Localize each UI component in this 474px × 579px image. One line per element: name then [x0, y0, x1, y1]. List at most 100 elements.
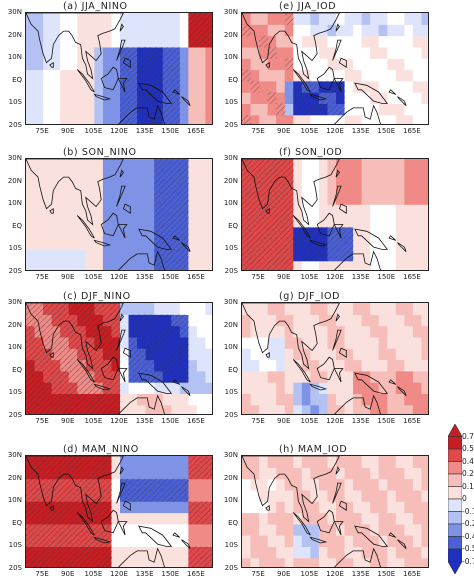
field-cell	[353, 535, 363, 547]
longitude-label: 120E	[110, 127, 128, 135]
significance-hatch	[111, 336, 121, 349]
field-cell	[77, 260, 87, 270]
field-cell	[111, 535, 121, 547]
field-cell	[378, 181, 388, 194]
significance-hatch	[26, 456, 36, 468]
significance-hatch	[77, 546, 87, 559]
significance-hatch	[267, 46, 277, 59]
coastline	[49, 351, 54, 358]
field-cell	[26, 238, 36, 250]
field-cell	[43, 103, 53, 116]
field-cell	[395, 370, 405, 383]
latitude-label: 20S	[8, 564, 22, 572]
colorbar	[447, 423, 463, 578]
field-cell	[318, 501, 329, 514]
field-cell	[205, 314, 212, 327]
field-cell	[412, 13, 423, 25]
significance-hatch	[145, 359, 155, 372]
field-cell	[111, 181, 121, 194]
significance-hatch	[179, 159, 189, 171]
field-cell	[68, 24, 78, 37]
field-cell	[128, 13, 138, 25]
significance-hatch	[162, 114, 172, 124]
significance-hatch	[293, 80, 303, 93]
significance-hatch	[137, 489, 147, 502]
field-cell	[395, 58, 405, 71]
colorbar-segment	[447, 486, 463, 500]
significance-hatch	[94, 456, 104, 468]
latitude-label: 30N	[223, 154, 238, 162]
significance-hatch	[145, 325, 155, 338]
field-cell	[51, 249, 61, 262]
field-cell	[293, 24, 303, 37]
latitude-label: 20N	[223, 473, 238, 482]
field-cell	[111, 546, 121, 559]
latitude-label: 30N	[7, 154, 22, 162]
field-cell	[353, 24, 363, 37]
field-cell	[145, 13, 155, 25]
field-cell	[361, 114, 371, 124]
significance-hatch	[137, 314, 147, 327]
field-cell	[370, 359, 380, 372]
significance-hatch	[259, 35, 269, 48]
longitude-label: 150E	[377, 570, 396, 578]
field-cell	[421, 557, 428, 567]
field-cell	[387, 359, 397, 372]
field-cell	[336, 382, 346, 394]
field-cell	[43, 238, 53, 250]
field-cell	[111, 114, 121, 124]
field-cell	[154, 13, 164, 25]
significance-hatch	[26, 393, 36, 406]
field-cell	[267, 535, 277, 547]
field-cell	[404, 159, 414, 171]
field-cell	[171, 35, 181, 48]
significance-hatch	[242, 215, 252, 228]
field-cell	[60, 103, 70, 116]
field-cell	[395, 546, 405, 559]
field-cell	[188, 314, 198, 327]
field-cell	[179, 303, 189, 315]
latitude-label: 10N	[7, 199, 22, 208]
field-cell	[361, 348, 371, 361]
field-cell	[318, 13, 329, 25]
field-cell	[361, 170, 371, 183]
significance-hatch	[51, 370, 61, 383]
significance-hatch	[102, 325, 113, 338]
field-cell	[421, 260, 428, 270]
field-cell	[250, 114, 260, 124]
field-cell	[387, 260, 397, 270]
longitude-label: 135E	[135, 273, 154, 281]
field-cell	[259, 557, 269, 567]
field-cell	[327, 24, 337, 37]
longitude-label: 165E	[187, 570, 205, 578]
field-cell	[353, 546, 363, 559]
field-cell	[301, 467, 311, 480]
field-cell	[85, 170, 95, 183]
field-cell	[353, 181, 363, 194]
coastline	[338, 500, 347, 511]
field-cell	[378, 467, 388, 480]
significance-hatch	[34, 303, 44, 315]
field-cell	[26, 69, 36, 82]
significance-hatch	[51, 393, 61, 406]
field-cell	[353, 467, 363, 480]
significance-hatch	[162, 159, 172, 171]
field-cell	[327, 478, 337, 491]
coastline	[316, 509, 335, 534]
field-cell	[111, 192, 121, 205]
significance-hatch	[94, 359, 104, 372]
field-cell	[145, 546, 155, 559]
field-cell	[179, 512, 189, 525]
field-cell	[370, 512, 380, 525]
significance-hatch	[196, 35, 207, 48]
significance-hatch	[171, 478, 181, 491]
significance-hatch	[267, 249, 277, 262]
significance-hatch	[344, 226, 354, 239]
longitude-label: 75E	[251, 127, 265, 135]
field-cell	[370, 58, 380, 71]
field-cell	[301, 204, 311, 217]
field-cell	[60, 170, 70, 183]
field-cell	[196, 238, 207, 250]
field-cell	[267, 501, 277, 514]
significance-hatch	[284, 181, 294, 194]
